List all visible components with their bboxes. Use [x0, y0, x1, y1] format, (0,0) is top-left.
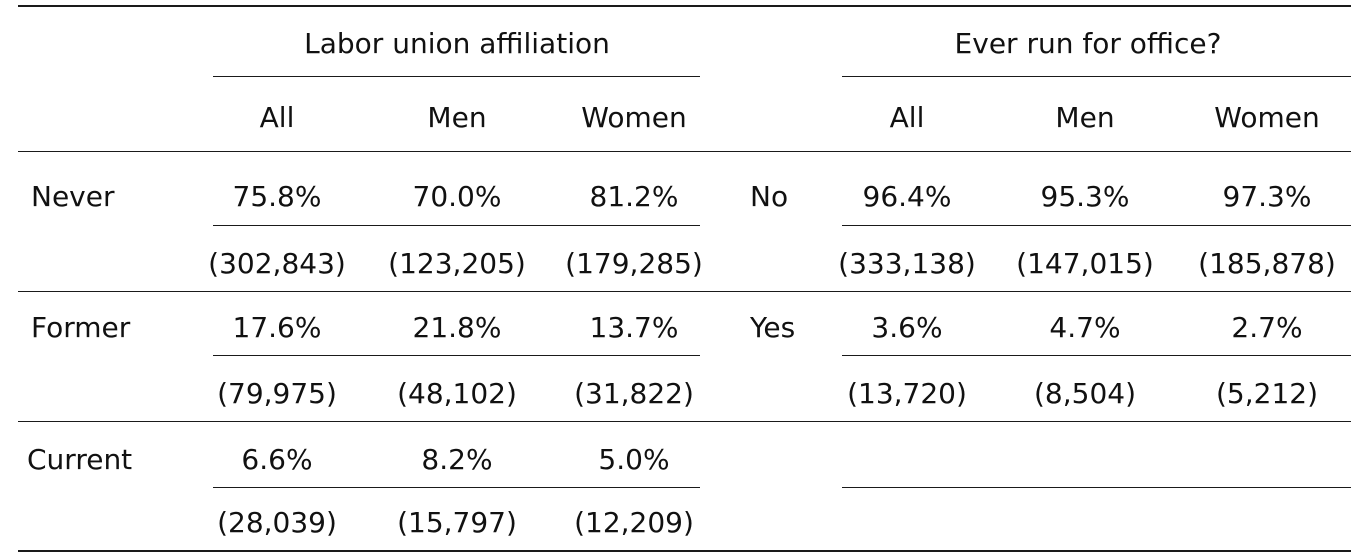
current-mid-rule-union	[213, 487, 700, 488]
office-col-women: Women	[1214, 101, 1320, 134]
never-group-rule	[18, 291, 1351, 292]
union-col-women: Women	[581, 101, 687, 134]
union-col-all: All	[259, 101, 295, 134]
table-cell: (123,205)	[388, 247, 526, 280]
table-cell: (302,843)	[208, 247, 346, 280]
bottom-rule	[18, 550, 1351, 552]
row-label-never: Never	[31, 180, 115, 213]
table-cell: 3.6%	[871, 311, 943, 344]
top-rule	[18, 5, 1351, 7]
yes-mid-rule-office	[842, 355, 1351, 356]
union-col-men: Men	[427, 101, 487, 134]
table-cell: 97.3%	[1222, 180, 1312, 213]
no-mid-rule-office	[842, 225, 1351, 226]
table-cell: 6.6%	[241, 443, 313, 476]
table-cell: 2.7%	[1231, 311, 1303, 344]
table-cell: (13,720)	[847, 377, 967, 410]
table-cell: 4.7%	[1049, 311, 1121, 344]
table-cell: 21.8%	[412, 311, 502, 344]
table-cell: 17.6%	[232, 311, 322, 344]
row-label-former: Former	[31, 311, 131, 344]
table-cell: 75.8%	[232, 180, 322, 213]
table-cell: (12,209)	[574, 506, 694, 539]
row-label-current: Current	[27, 443, 133, 476]
header-bottom-rule	[18, 151, 1351, 152]
table-cell: (185,878)	[1198, 247, 1336, 280]
union-group-header: Labor union affiliation	[304, 27, 610, 60]
table-cell: 95.3%	[1040, 180, 1130, 213]
table-cell: 13.7%	[589, 311, 679, 344]
former-group-rule	[18, 421, 1351, 422]
table-cell: 5.0%	[598, 443, 670, 476]
current-mid-rule-office	[842, 487, 1351, 488]
office-group-header: Ever run for office?	[954, 27, 1222, 60]
table-cell: 81.2%	[589, 180, 679, 213]
table-cell: (28,039)	[217, 506, 337, 539]
table-cell: (333,138)	[838, 247, 976, 280]
table-cell: 8.2%	[421, 443, 493, 476]
table-cell: (48,102)	[397, 377, 517, 410]
table-cell: (15,797)	[397, 506, 517, 539]
table-cell: (8,504)	[1033, 377, 1137, 410]
row-label-yes: Yes	[750, 311, 796, 344]
former-mid-rule-union	[213, 355, 700, 356]
table-cell: 96.4%	[862, 180, 952, 213]
table-cell: (79,975)	[217, 377, 337, 410]
office-header-underline	[842, 76, 1351, 77]
office-col-men: Men	[1055, 101, 1115, 134]
table-cell: (5,212)	[1215, 377, 1319, 410]
table-cell: (179,285)	[565, 247, 703, 280]
union-header-underline	[213, 76, 700, 77]
table-cell: 70.0%	[412, 180, 502, 213]
office-col-all: All	[889, 101, 925, 134]
never-mid-rule-union	[213, 225, 700, 226]
row-label-no: No	[750, 180, 789, 213]
table-cell: (31,822)	[574, 377, 694, 410]
table-cell: (147,015)	[1016, 247, 1154, 280]
